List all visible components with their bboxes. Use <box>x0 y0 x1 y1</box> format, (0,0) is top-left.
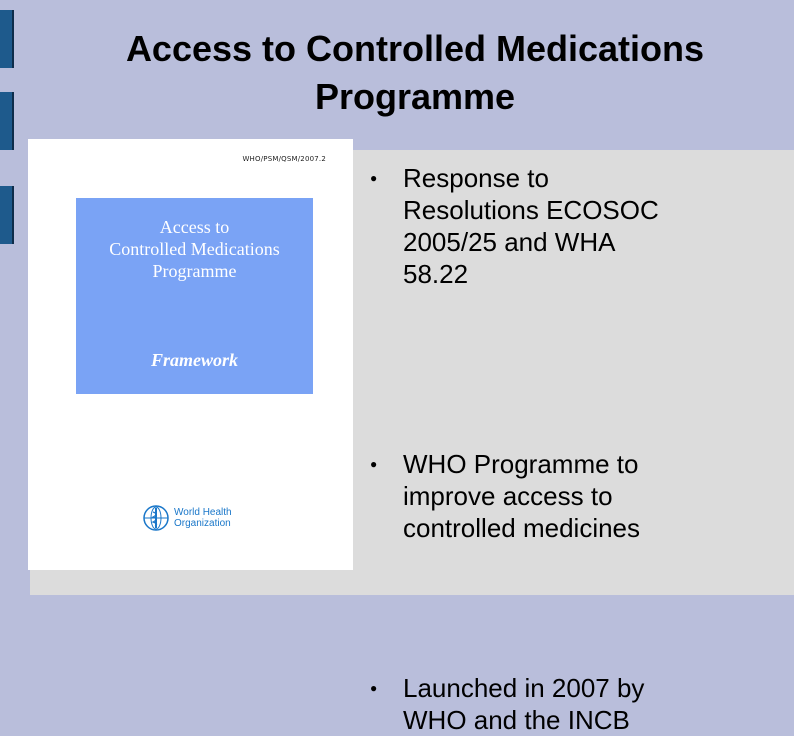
bullet-line: Launched in 2007 by <box>403 673 645 703</box>
slide-title-line1: Access to Controlled Medications <box>125 28 705 69</box>
side-marker <box>0 92 14 150</box>
document-code: WHO/PSM/QSM/2007.2 <box>242 155 326 163</box>
cover-title-box: Access to Controlled Medications Program… <box>76 198 313 394</box>
bullet-line: improve access to <box>403 481 613 511</box>
side-marker <box>0 186 14 244</box>
left-strip <box>0 0 14 595</box>
document-cover: WHO/PSM/QSM/2007.2 Access to Controlled … <box>28 139 353 570</box>
who-name: World Health Organization <box>174 507 232 529</box>
cover-title-line1: Access to <box>159 217 230 237</box>
slide-title-line2: Programme <box>314 76 516 117</box>
bullet-line: WHO and the INCB <box>403 705 630 735</box>
bullet-item: ● Response to Resolutions ECOSOC 2005/25… <box>370 162 780 290</box>
cover-subtitle: Framework <box>150 350 238 370</box>
bullet-dot-icon: ● <box>370 457 378 471</box>
who-emblem-icon <box>143 505 169 531</box>
bullet-item: ● WHO Programme to improve access to con… <box>370 448 780 544</box>
bullet-dot-icon: ● <box>370 681 378 695</box>
bullet-line: 2005/25 and WHA <box>403 227 616 257</box>
cover-title: Access to Controlled Medications Program… <box>76 216 313 282</box>
bullet-line: Response to <box>403 163 549 193</box>
bullet-line: Resolutions ECOSOC <box>403 195 659 225</box>
bullet-line: 58.22 <box>403 259 469 289</box>
who-name-line1: World Health <box>174 507 232 518</box>
bullet-line: WHO Programme to <box>403 449 639 479</box>
cover-title-line2: Controlled Medications <box>109 239 280 259</box>
bullet-dot-icon: ● <box>370 171 378 185</box>
bullet-line: controlled medicines <box>403 513 641 543</box>
bullet-list: ● Response to Resolutions ECOSOC 2005/25… <box>370 162 780 735</box>
who-logo: World Health Organization <box>143 505 232 531</box>
cover-title-line3: Programme <box>152 261 237 281</box>
slide-title: Access to Controlled Medications Program… <box>40 25 790 121</box>
bullet-item: ● Launched in 2007 by WHO and the INCB <box>370 672 780 736</box>
who-name-line2: Organization <box>174 518 231 529</box>
side-marker <box>0 10 14 68</box>
